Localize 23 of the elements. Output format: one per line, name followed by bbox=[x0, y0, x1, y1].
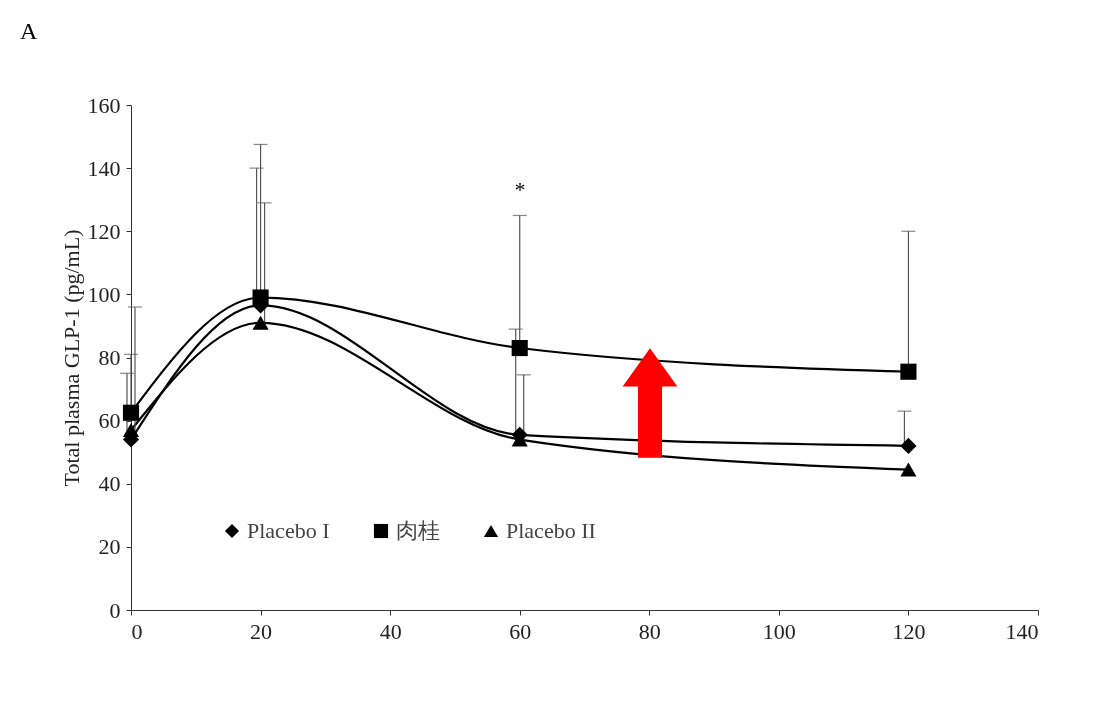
y-tick-label: 160 bbox=[87, 92, 121, 118]
x-tick-label: 60 bbox=[509, 618, 532, 644]
y-tick-label: 40 bbox=[98, 471, 121, 497]
legend-label: Placebo II bbox=[506, 518, 596, 543]
y-tick-label: 120 bbox=[87, 218, 121, 244]
x-tick-label: 80 bbox=[638, 618, 661, 644]
x-tick-label: 40 bbox=[379, 618, 402, 644]
y-tick-label: 60 bbox=[98, 408, 121, 434]
legend-label: Placebo I bbox=[247, 518, 330, 543]
x-tick-label: 20 bbox=[250, 618, 273, 644]
legend-label: 肉桂 bbox=[396, 518, 440, 543]
x-tick-label: 100 bbox=[762, 618, 796, 644]
y-tick-label: 20 bbox=[98, 534, 121, 560]
y-tick-label: 100 bbox=[87, 281, 121, 307]
y-tick-label: 80 bbox=[98, 345, 121, 370]
chart-title: A bbox=[20, 18, 38, 44]
y-tick-label: 140 bbox=[87, 155, 121, 181]
x-tick-label: 0 bbox=[131, 618, 143, 644]
x-tick-label: 120 bbox=[892, 618, 926, 644]
annotation: * bbox=[514, 177, 526, 202]
x-tick-label: 140 bbox=[1005, 618, 1039, 644]
y-axis-title: Total plasma GLP-1 (pg/mL) bbox=[58, 229, 84, 487]
y-tick-label: 0 bbox=[109, 597, 121, 623]
